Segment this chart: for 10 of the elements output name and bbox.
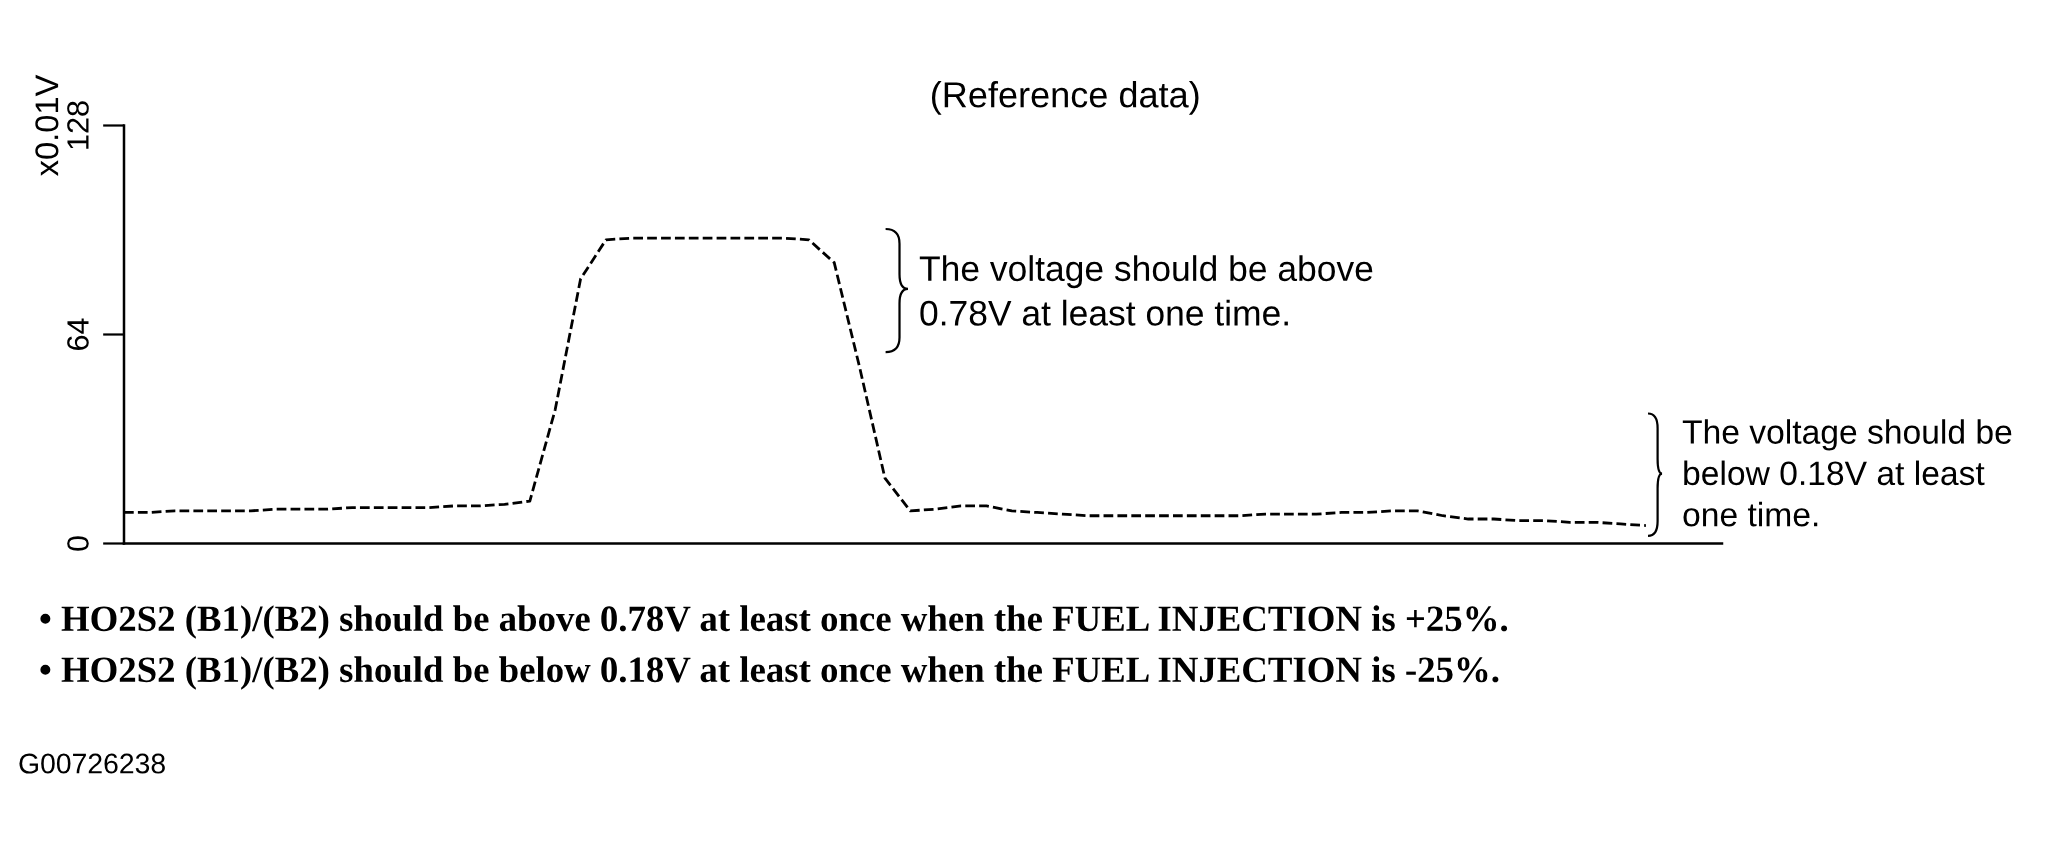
y-tick-label: 0: [67, 536, 89, 551]
text: • HO2S2 (B1)/(B2) should be above 0.78V at least once when the FUEL INJECTION is +25%.: [40, 605, 1508, 639]
text: G00726238: [19, 753, 165, 774]
chart-title: (Reference data): [931, 81, 1199, 115]
annotation: The voltage should be above 0.78V at least one time.: [919, 255, 1373, 326]
annotation: The voltage should be below 0.18V at least one time.: [1682, 419, 2012, 527]
y-axis-title: x0.01V: [35, 74, 59, 176]
y-tick-label: 64: [67, 318, 89, 350]
y-tick-label: 128: [67, 101, 89, 149]
text: • HO2S2 (B1)/(B2) should be below 0.18V at least once when the FUEL INJECTION is -25%.: [40, 656, 1499, 690]
